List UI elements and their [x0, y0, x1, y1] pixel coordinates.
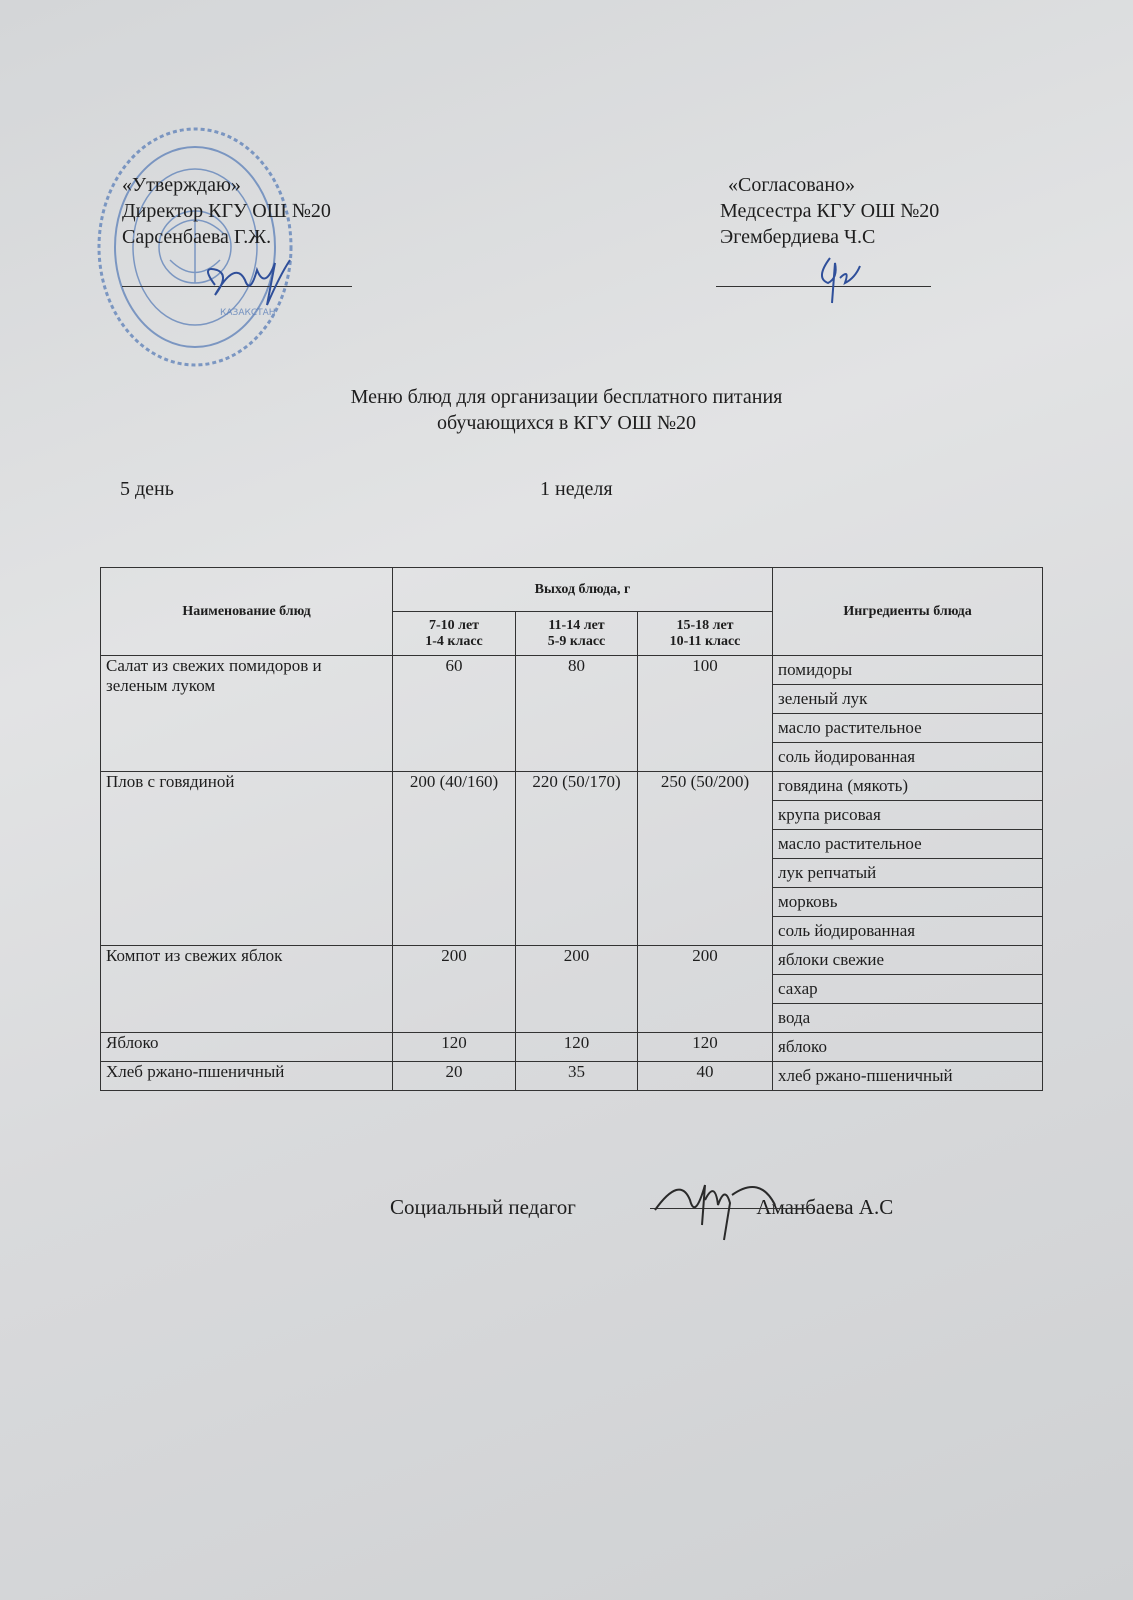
dish-yield: 120 [392, 1032, 516, 1062]
svg-text:КАЗАКСТАН: КАЗАКСТАН [220, 308, 276, 318]
footer-signature: Социальный педагог Аманбаева А.С [390, 1195, 893, 1220]
grade-range: 5-9 класс [547, 633, 606, 649]
ingredient-row: вода [101, 1003, 1044, 1033]
table-row: Компот из свежих яблок 200 200 200 яблоки св… [100, 945, 1044, 1033]
document-title: Меню блюд для организации бесплатного пи… [0, 384, 1133, 436]
dish-yield: 35 [515, 1061, 638, 1091]
ingredient: говядина (мякоть) [772, 771, 1044, 801]
dish-yield: 200 (40/160) [392, 771, 516, 946]
ingredient-row: лук репчатый [101, 858, 1044, 888]
ingredient: соль йодированная [772, 916, 1044, 946]
ingredient: яблоки свежие [772, 945, 1044, 975]
day-label: 5 день [120, 478, 174, 500]
ingredient-row: масло растительное [101, 713, 1044, 743]
header-yield: Выход блюда, г [391, 567, 774, 612]
social-teacher-signature [654, 1184, 776, 1241]
ingredient: соль йодированная [772, 742, 1044, 772]
grade-range: 10-11 класс [669, 633, 741, 649]
agreement-position: Медсестра КГУ ОШ №20 [720, 200, 940, 222]
age-range: 11-14 лет [548, 617, 605, 633]
table-row: Хлеб ржано-пшеничный 20 35 40 хлеб ржано-пше… [100, 1061, 1044, 1091]
table-row: Яблоко 120 120 120 яблоко [100, 1032, 1044, 1062]
dish-yield: 250 (50/200) [636, 771, 774, 946]
approval-signature-line [122, 286, 352, 287]
dish-yield: 220 (50/170) [515, 771, 638, 946]
ingredient: вода [772, 1003, 1044, 1033]
week-label: 1 неделя [540, 478, 613, 500]
footer-position: Социальный педагог [390, 1195, 576, 1219]
ingredient: морковь [772, 887, 1044, 917]
footer-name: Аманбаева А.С [756, 1195, 894, 1219]
table-row: Плов с говядиной 200 (40/160) 220 (50/170)… [100, 771, 1044, 946]
ingredient-row: соль йодированная [101, 916, 1044, 946]
dish-yield: 200 [636, 945, 774, 1033]
table-row: Салат из свежих помидоров и зеленым луко… [100, 655, 1044, 772]
approval-block: «Утверждаю» Директор КГУ ОШ №20 Сарсенба… [122, 172, 331, 250]
dish-name: Салат из свежих помидоров и зеленым луко… [100, 655, 393, 772]
nurse-signature [821, 257, 861, 304]
ingredient: масло растительное [772, 713, 1044, 743]
ingredient: зеленый лук [772, 684, 1044, 714]
grade-range: 1-4 класс [425, 633, 483, 649]
dish-yield: 100 [636, 655, 774, 772]
ingredient: яблоко [772, 1032, 1044, 1062]
header-age-group: 11-14 лет 5-9 класс [515, 611, 638, 656]
age-range: 7-10 лет [428, 617, 480, 633]
agreement-name: Эгембердиева Ч.С [720, 226, 876, 248]
dish-yield: 120 [515, 1032, 638, 1062]
ingredient-row: крупа рисовая [101, 800, 1044, 830]
official-stamp: КАЗАКСТАН [97, 127, 293, 367]
dish-name: Яблоко [100, 1032, 393, 1062]
approval-position: Директор КГУ ОШ №20 [122, 200, 331, 222]
dish-yield: 200 [515, 945, 638, 1033]
ingredient: масло растительное [772, 829, 1044, 859]
dish-yield: 80 [515, 655, 638, 772]
agreement-block: «Согласовано» Медсестра КГУ ОШ №20 Эгемб… [720, 172, 939, 250]
ingredient: хлеб ржано-пшеничный [772, 1061, 1044, 1091]
dish-yield: 120 [636, 1032, 774, 1062]
header-age-group: 15-18 лет 10-11 класс [636, 611, 774, 656]
header-age-group: 7-10 лет 1-4 класс [392, 611, 516, 656]
approval-label: «Утверждаю» [122, 174, 241, 196]
ingredient-row: масло растительное [101, 829, 1044, 859]
header-dish: Наименование блюд [100, 567, 393, 656]
agreement-signature-line [716, 286, 931, 287]
dish-yield: 20 [392, 1061, 516, 1091]
footer-signature-line [650, 1208, 815, 1209]
ingredient: крупа рисовая [772, 800, 1044, 830]
age-range: 15-18 лет [676, 617, 734, 633]
title-line-1: Меню блюд для организации бесплатного пи… [350, 386, 783, 408]
dish-name: Плов с говядиной [100, 771, 393, 946]
agreement-label: «Согласовано» [728, 174, 856, 196]
header-ingredients: Ингредиенты блюда [772, 567, 1044, 656]
ingredient-row: соль йодированная [101, 742, 1044, 772]
ingredient-row: зеленый лук [101, 684, 1044, 714]
dish-name: Хлеб ржано-пшеничный [100, 1061, 393, 1091]
dish-yield: 60 [392, 655, 516, 772]
dish-yield: 200 [392, 945, 516, 1033]
menu-table: Наименование блюд Выход блюда, г Ингреди… [100, 567, 1044, 1091]
title-line-2: обучающихся в КГУ ОШ №20 [436, 412, 697, 434]
approval-name: Сарсенбаева Г.Ж. [122, 226, 272, 248]
ingredient: лук репчатый [772, 858, 1044, 888]
director-signature [207, 259, 291, 306]
ingredient: помидоры [772, 655, 1044, 685]
dish-yield: 40 [636, 1061, 774, 1091]
dish-name: Компот из свежих яблок [100, 945, 393, 1033]
ingredient: сахар [772, 974, 1044, 1004]
